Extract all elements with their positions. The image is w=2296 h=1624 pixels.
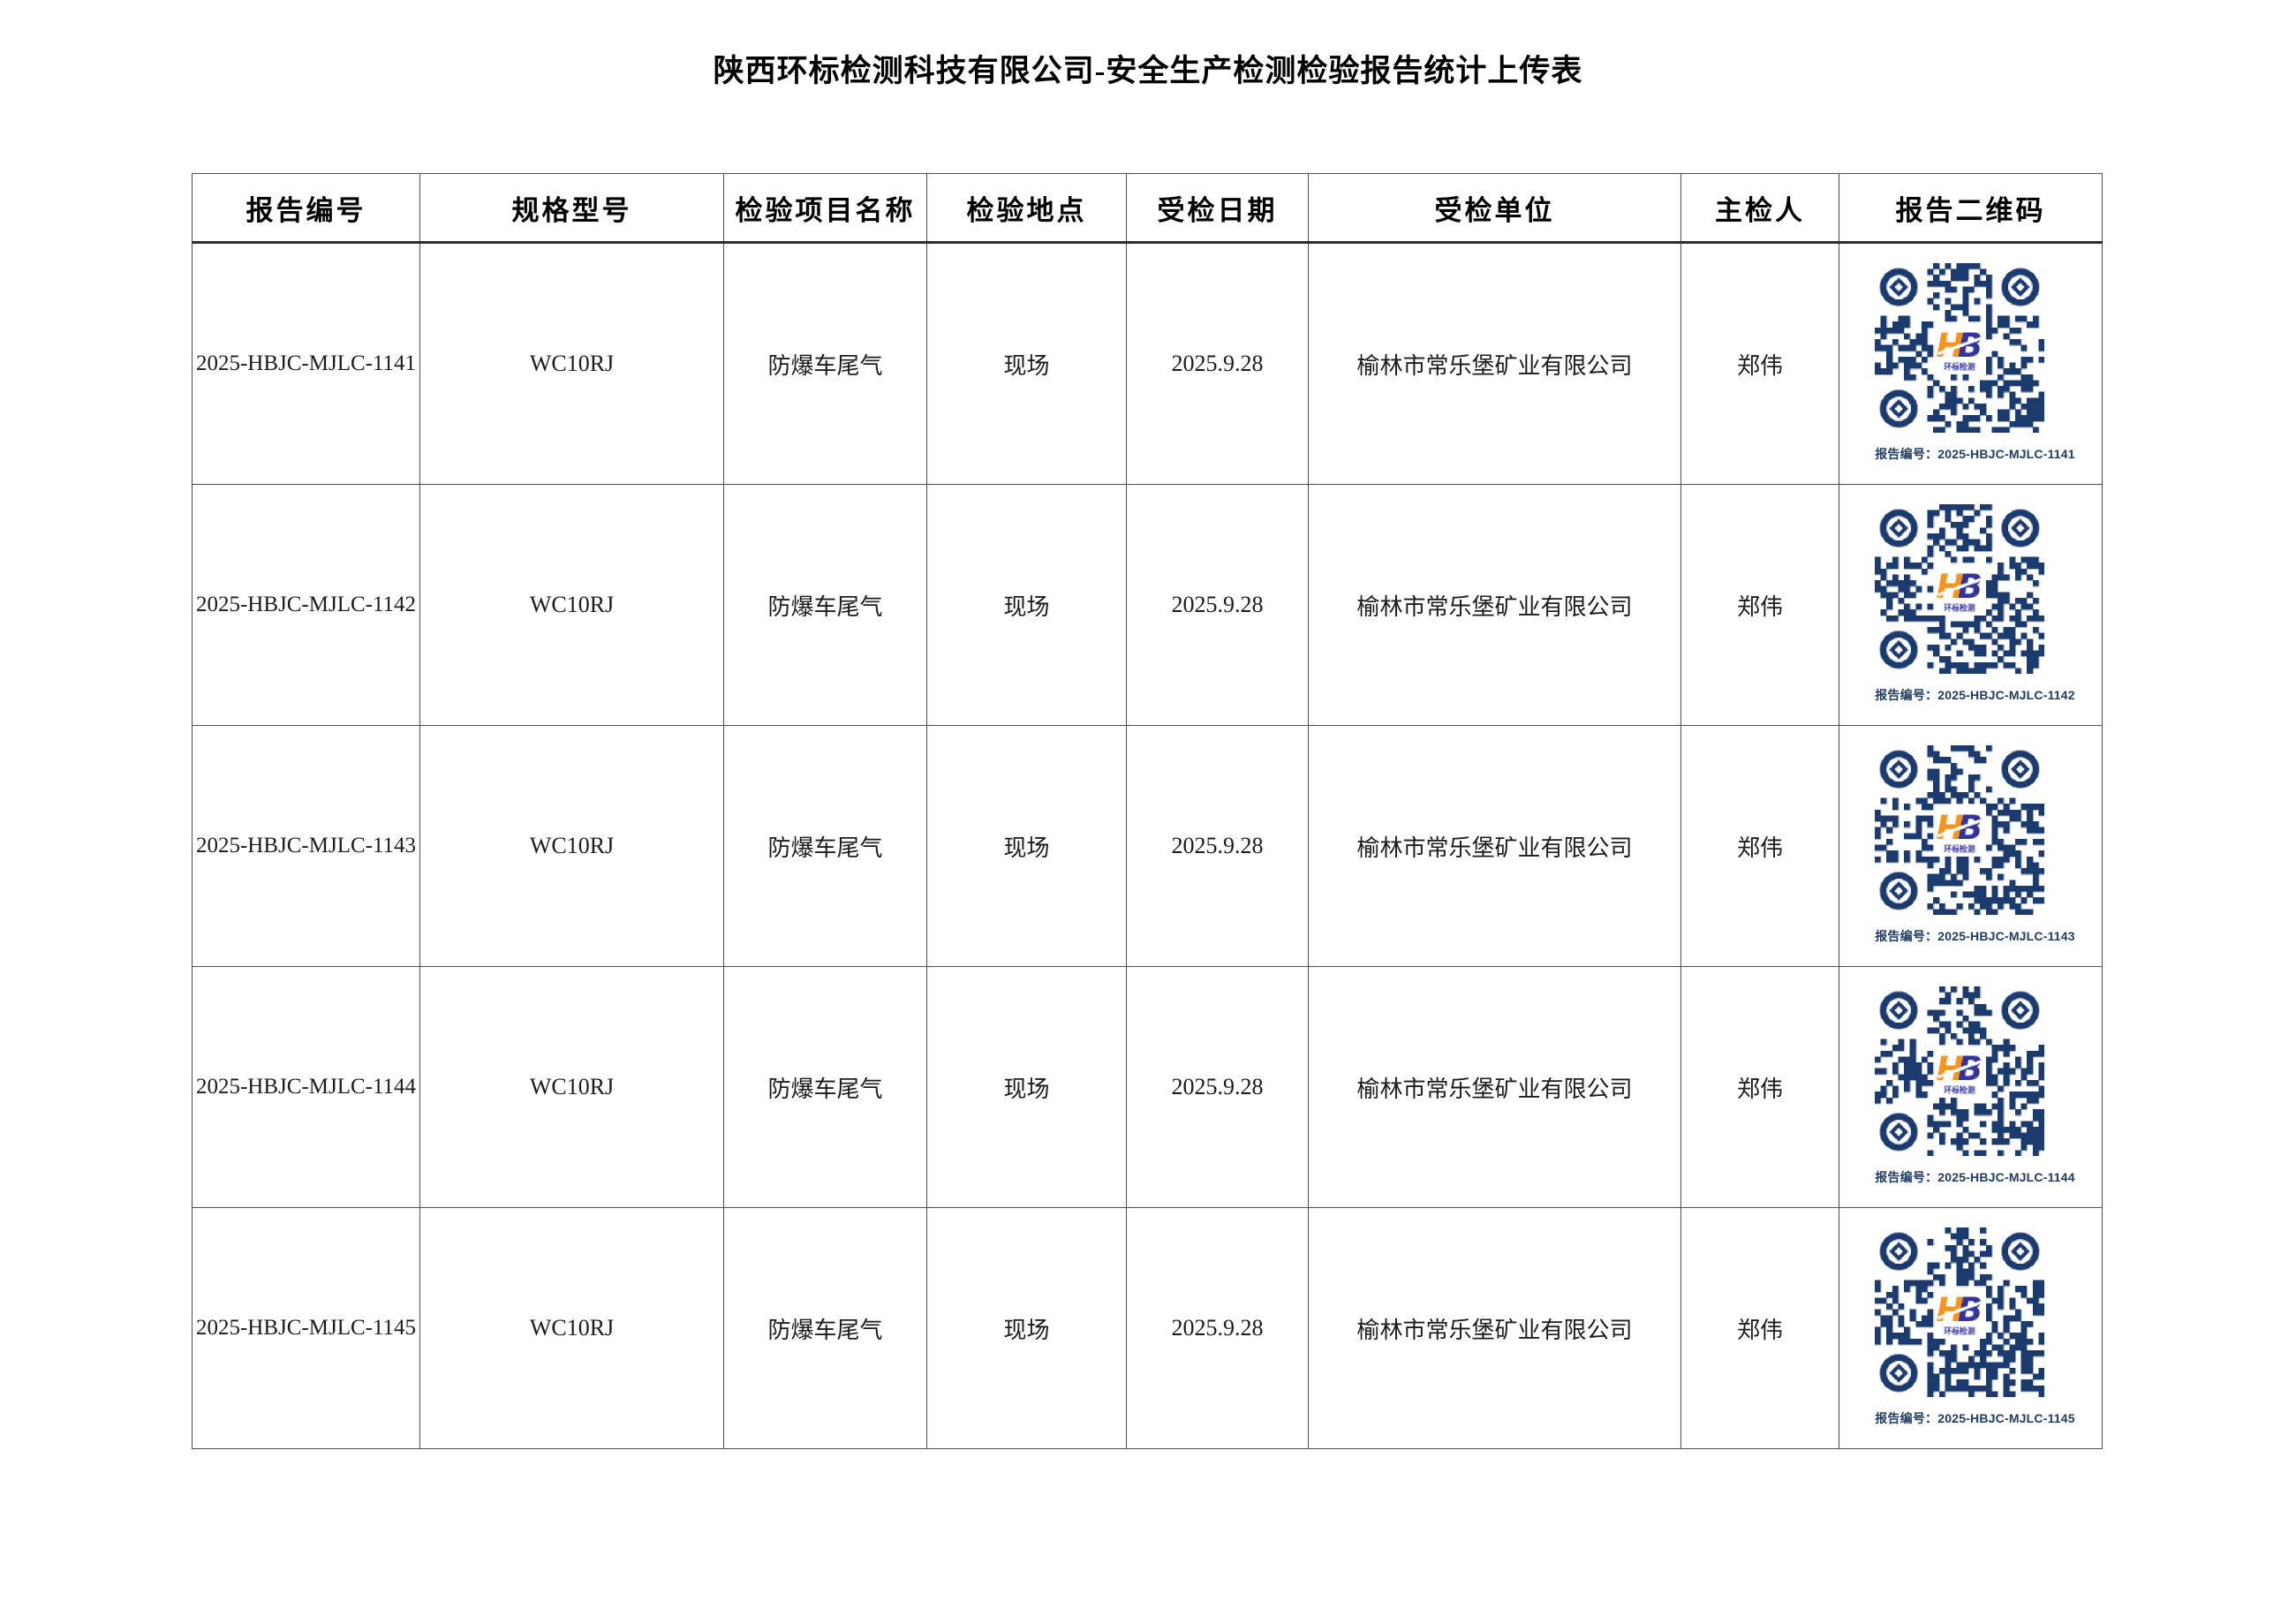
qr-block: 报告编号：2025-HBJC-MJLC-1143 (1875, 745, 2075, 945)
cell-qrcode: 报告编号：2025-HBJC-MJLC-1141 (1839, 242, 2103, 485)
cell-location: 现场 (926, 242, 1127, 485)
table-row: 2025-HBJC-MJLC-1141 WC10RJ 防爆车尾气 现场 2025… (192, 242, 2103, 485)
cell-report-no: 2025-HBJC-MJLC-1145 (192, 1207, 420, 1449)
table-header: 报告编号 规格型号 检验项目名称 检验地点 受检日期 受检单位 主检人 报告二维… (192, 173, 2103, 244)
column-header-report-no: 报告编号 (192, 173, 420, 244)
cell-unit: 榆林市常乐堡矿业有限公司 (1308, 1207, 1681, 1449)
cell-report-no: 2025-HBJC-MJLC-1144 (192, 966, 420, 1208)
cell-model: WC10RJ (419, 242, 724, 485)
header-row: 报告编号 规格型号 检验项目名称 检验地点 受检日期 受检单位 主检人 报告二维… (192, 173, 2103, 244)
cell-inspector: 郑伟 (1680, 242, 1839, 485)
cell-item: 防爆车尾气 (723, 725, 927, 967)
cell-model: WC10RJ (419, 725, 724, 967)
cell-location: 现场 (926, 966, 1127, 1208)
cell-model: WC10RJ (419, 484, 724, 726)
cell-date: 2025.9.28 (1126, 1207, 1309, 1449)
column-header-date: 受检日期 (1126, 173, 1309, 244)
report-qr-code (1875, 745, 2045, 915)
cell-qrcode: 报告编号：2025-HBJC-MJLC-1145 (1839, 1207, 2103, 1449)
cell-location: 现场 (926, 484, 1127, 726)
cell-unit: 榆林市常乐堡矿业有限公司 (1308, 242, 1681, 485)
qr-caption: 报告编号：2025-HBJC-MJLC-1145 (1875, 1411, 2075, 1425)
cell-model: WC10RJ (419, 966, 724, 1208)
cell-report-no: 2025-HBJC-MJLC-1143 (192, 725, 420, 967)
cell-location: 现场 (926, 725, 1127, 967)
column-header-item: 检验项目名称 (723, 173, 927, 244)
qr-caption: 报告编号：2025-HBJC-MJLC-1143 (1875, 929, 2075, 943)
qr-block: 报告编号：2025-HBJC-MJLC-1142 (1875, 504, 2075, 704)
cell-report-no: 2025-HBJC-MJLC-1142 (192, 484, 420, 726)
cell-date: 2025.9.28 (1126, 725, 1309, 967)
table-row: 2025-HBJC-MJLC-1142 WC10RJ 防爆车尾气 现场 2025… (192, 484, 2103, 726)
qr-block: 报告编号：2025-HBJC-MJLC-1144 (1875, 986, 2075, 1186)
page-title: 陕西环标检测科技有限公司-安全生产检测检验报告统计上传表 (713, 54, 1583, 88)
report-table: 报告编号 规格型号 检验项目名称 检验地点 受检日期 受检单位 主检人 报告二维… (192, 173, 2103, 1449)
qr-caption: 报告编号：2025-HBJC-MJLC-1142 (1875, 688, 2075, 702)
cell-qrcode: 报告编号：2025-HBJC-MJLC-1144 (1839, 966, 2103, 1208)
cell-item: 防爆车尾气 (723, 966, 927, 1208)
column-header-location: 检验地点 (926, 173, 1127, 244)
cell-inspector: 郑伟 (1680, 1207, 1839, 1449)
cell-inspector: 郑伟 (1680, 725, 1839, 967)
cell-date: 2025.9.28 (1126, 484, 1309, 726)
cell-unit: 榆林市常乐堡矿业有限公司 (1308, 484, 1681, 726)
cell-model: WC10RJ (419, 1207, 724, 1449)
cell-qrcode: 报告编号：2025-HBJC-MJLC-1142 (1839, 484, 2103, 726)
cell-qrcode: 报告编号：2025-HBJC-MJLC-1143 (1839, 725, 2103, 967)
table-row: 2025-HBJC-MJLC-1145 WC10RJ 防爆车尾气 现场 2025… (192, 1207, 2103, 1449)
column-header-model: 规格型号 (419, 173, 724, 244)
column-header-qrcode: 报告二维码 (1839, 173, 2103, 244)
report-qr-code (1875, 986, 2045, 1156)
qr-block: 报告编号：2025-HBJC-MJLC-1145 (1875, 1227, 2075, 1427)
cell-location: 现场 (926, 1207, 1127, 1449)
table-body: 2025-HBJC-MJLC-1141 WC10RJ 防爆车尾气 现场 2025… (192, 242, 2103, 1449)
report-qr-code (1875, 1227, 2045, 1397)
cell-item: 防爆车尾气 (723, 484, 927, 726)
qr-caption: 报告编号：2025-HBJC-MJLC-1144 (1875, 1170, 2075, 1184)
cell-item: 防爆车尾气 (723, 1207, 927, 1449)
cell-unit: 榆林市常乐堡矿业有限公司 (1308, 725, 1681, 967)
column-header-unit: 受检单位 (1308, 173, 1681, 244)
column-header-inspector: 主检人 (1680, 173, 1839, 244)
report-qr-code (1875, 504, 2045, 674)
cell-inspector: 郑伟 (1680, 484, 1839, 726)
cell-date: 2025.9.28 (1126, 966, 1309, 1208)
cell-report-no: 2025-HBJC-MJLC-1141 (192, 242, 420, 485)
table-row: 2025-HBJC-MJLC-1143 WC10RJ 防爆车尾气 现场 2025… (192, 725, 2103, 967)
qr-block: 报告编号：2025-HBJC-MJLC-1141 (1875, 263, 2075, 463)
cell-item: 防爆车尾气 (723, 242, 927, 485)
cell-unit: 榆林市常乐堡矿业有限公司 (1308, 966, 1681, 1208)
cell-date: 2025.9.28 (1126, 242, 1309, 485)
report-qr-code (1875, 263, 2045, 433)
cell-inspector: 郑伟 (1680, 966, 1839, 1208)
qr-caption: 报告编号：2025-HBJC-MJLC-1141 (1875, 447, 2075, 461)
table-row: 2025-HBJC-MJLC-1144 WC10RJ 防爆车尾气 现场 2025… (192, 966, 2103, 1208)
